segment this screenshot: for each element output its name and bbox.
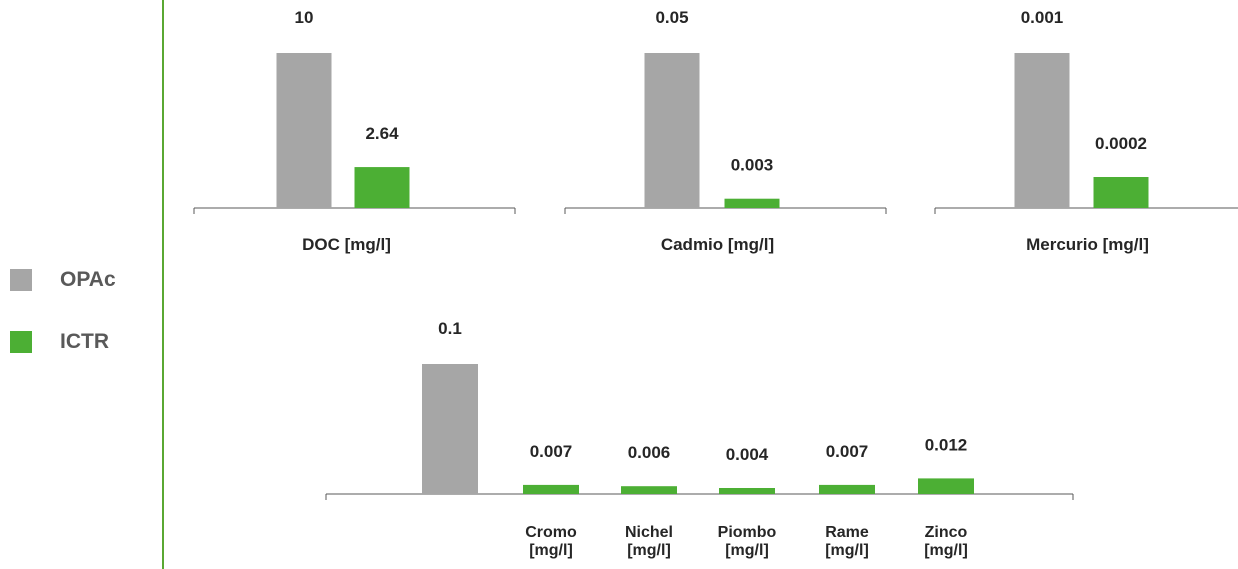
data-label: 0.1 xyxy=(438,319,462,338)
data-label: 2.64 xyxy=(365,124,399,143)
category-label: Nichel xyxy=(625,524,673,541)
bar-ictr-doc-mg-l xyxy=(354,167,410,208)
category-label: [mg/l] xyxy=(529,542,573,559)
legend-swatch-opac xyxy=(10,269,32,291)
data-label: 0.003 xyxy=(731,156,774,175)
category-label: [mg/l] xyxy=(924,542,968,559)
legend-label-ictr: ICTR xyxy=(60,330,109,353)
data-label: 0.004 xyxy=(726,445,769,464)
bar-ictr-cadmio-mg-l xyxy=(724,198,780,208)
bar-ictr-nichel-mg-l xyxy=(621,486,677,494)
bar-opac-doc-mg-l xyxy=(276,53,332,208)
bar-ictr-zinco-mg-l xyxy=(918,478,974,494)
category-label: Piombo xyxy=(718,524,777,541)
category-label: [mg/l] xyxy=(725,542,769,559)
data-label: 0.007 xyxy=(530,442,573,461)
data-label: 10 xyxy=(295,8,314,27)
bar-ictr-rame-mg-l xyxy=(819,484,875,494)
legend: OPAc ICTR xyxy=(0,0,160,569)
legend-item-ictr: ICTR xyxy=(10,329,109,355)
data-label: 0.001 xyxy=(1021,8,1064,27)
legend-label-opac: OPAc xyxy=(60,268,116,291)
bar-opac-cadmio-mg-l xyxy=(644,53,700,208)
legend-divider xyxy=(162,0,164,569)
legend-item-opac: OPAc xyxy=(10,267,116,293)
bar-ictr-cromo-mg-l xyxy=(523,484,579,494)
category-label: Mercurio [mg/l] xyxy=(1026,235,1149,254)
bar-ictr-mercurio-mg-l xyxy=(1093,177,1149,208)
category-label: [mg/l] xyxy=(627,542,671,559)
category-label: Cromo xyxy=(525,524,577,541)
bar-opac-blank xyxy=(422,364,478,494)
data-label: 0.05 xyxy=(655,8,688,27)
data-label: 0.006 xyxy=(628,443,671,462)
data-label: 0.012 xyxy=(925,435,968,454)
legend-swatch-ictr xyxy=(10,331,32,353)
category-label: Rame xyxy=(825,524,869,541)
category-label: Zinco xyxy=(925,524,968,541)
bar-ictr-piombo-mg-l xyxy=(719,488,775,494)
category-label: [mg/l] xyxy=(825,542,869,559)
category-label: DOC [mg/l] xyxy=(302,235,391,254)
data-label: 0.0002 xyxy=(1095,134,1147,153)
data-label: 0.007 xyxy=(826,442,869,461)
category-label: Cadmio [mg/l] xyxy=(661,235,774,254)
bar-opac-mercurio-mg-l xyxy=(1014,53,1070,208)
